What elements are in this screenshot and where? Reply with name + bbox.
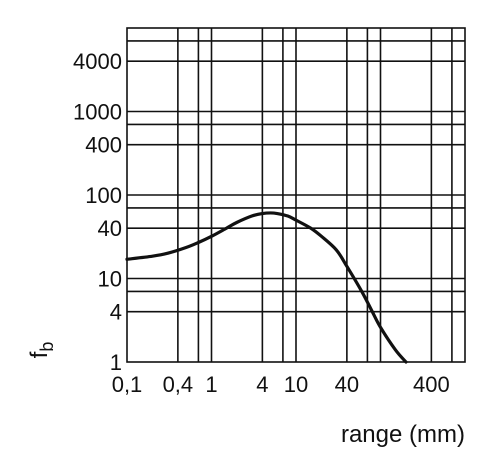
plot-frame [126, 27, 466, 363]
series-line [125, 211, 408, 364]
y-tick-label: 4 [110, 300, 122, 325]
y-tick-label: 1 [110, 350, 122, 375]
x-tick-label: 10 [284, 372, 308, 397]
x-axis-label: range (mm) [341, 421, 465, 448]
y-axis-label-subscript: b [37, 342, 57, 352]
x-tick-label: 4 [256, 372, 268, 397]
y-axis-label-main: f [26, 351, 53, 358]
x-tick-label: 400 [413, 372, 450, 397]
x-tick-label: 0,4 [163, 372, 194, 397]
y-tick-label: 100 [85, 183, 122, 208]
y-tick-label: 400 [85, 133, 122, 158]
x-tick-label: 0,1 [112, 372, 143, 397]
grid-layer [127, 28, 465, 362]
y-tick-label: 10 [98, 267, 122, 292]
y-tick-labels: 1 4 10 40 100 400 1000 4000 [73, 49, 122, 375]
y-tick-label: 4000 [73, 49, 122, 74]
y-tick-label: 40 [98, 216, 122, 241]
x-tick-labels: 0,1 0,4 1 4 10 40 400 [112, 372, 450, 397]
y-tick-label: 1000 [73, 100, 122, 125]
x-tick-label: 1 [205, 372, 217, 397]
y-axis-label: fb [26, 342, 57, 359]
curve-layer [125, 211, 408, 364]
x-tick-label: 40 [335, 372, 359, 397]
